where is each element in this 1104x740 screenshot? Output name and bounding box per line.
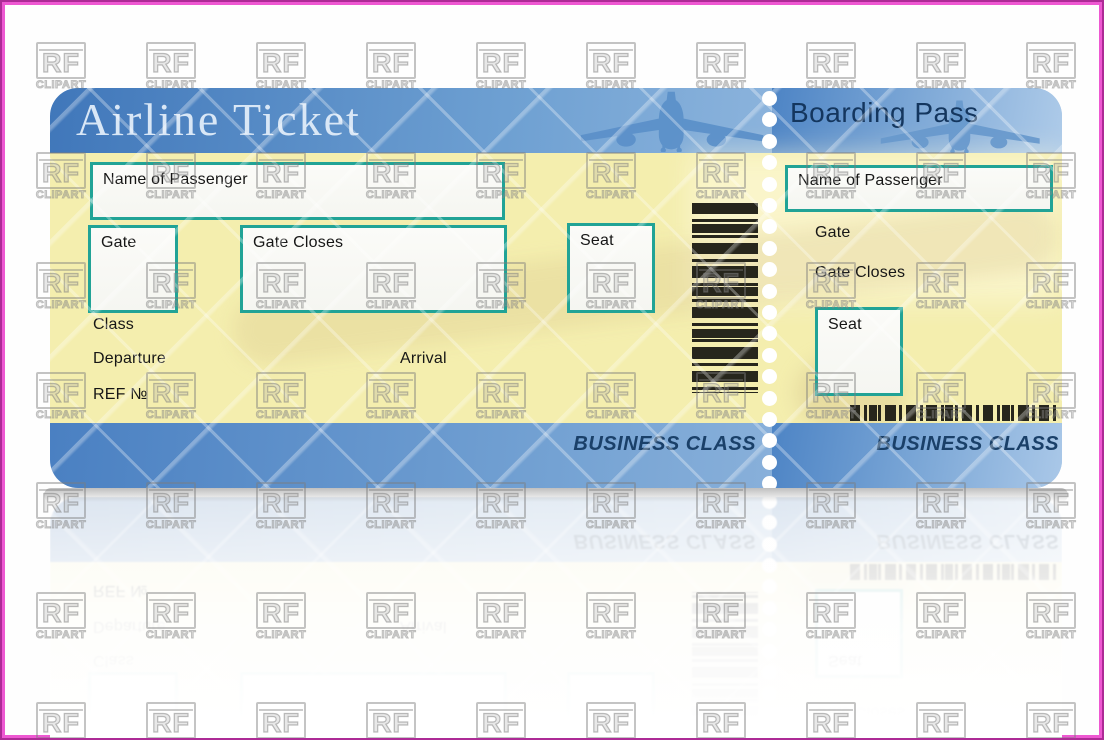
rf-watermark-frame: RF [256,42,306,79]
rf-watermark-text: RF [261,48,300,78]
rf-watermark-frame: RF [1026,42,1076,79]
stub-footer [772,423,1062,488]
rf-clipart-watermark: RF CLIPART [365,42,417,91]
stub-name-of-passenger-box: Name of Passenger [785,165,1053,212]
airline-ticket-title: Airline Ticket [76,94,361,145]
stub-name-of-passenger-label: Name of Passenger [798,172,943,189]
gate-closes-label: Gate Closes [253,234,344,251]
rf-watermark-text: RF [591,48,630,78]
rf-clipart-watermark: RF CLIPART [695,42,747,91]
rf-watermark-frame: RF [916,42,966,79]
boarding-pass-title: Boarding Pass [790,97,979,128]
rf-clipart-watermark: RF CLIPART [585,42,637,91]
gate-box: Gate [88,225,178,313]
ref-number-label: REF № [93,386,148,403]
rf-watermark-text: RF [371,48,410,78]
rf-watermark-frame: RF [146,42,196,79]
rf-watermark-frame: RF [36,42,86,79]
barcode-vertical [692,203,758,393]
rf-clipart-watermark: RF CLIPART [475,42,527,91]
gate-closes-box: Gate Closes [240,225,507,313]
stub-gate-closes-label: Gate Closes [815,264,906,281]
rf-watermark-text: RF [921,48,960,78]
class-label: Class [93,316,135,333]
rf-clipart-watermark: RF CLIPART [145,42,197,91]
rf-watermark-text: RF [1031,48,1070,78]
rf-watermark-text: RF [481,48,520,78]
rf-watermark-text: RF [41,48,80,78]
rf-clipart-watermark: RF CLIPART [35,42,87,91]
rf-clipart-watermark: RF CLIPART [255,42,307,91]
airplane-icon [880,100,1040,153]
arrival-label: Arrival [400,350,447,367]
reflection-fade-overlay [50,497,1062,738]
business-class-label: BUSINESS CLASS [573,433,756,455]
rf-watermark-text: RF [151,48,190,78]
rf-watermark-frame: RF [366,42,416,79]
rf-watermark-text: RF [701,48,740,78]
airplane-icon [580,91,764,152]
gate-label: Gate [101,234,137,251]
rf-clipart-watermark: RF CLIPART [915,42,967,91]
ticket-reflection: Airline Ticket Boarding Pass [50,497,1062,738]
ticket-shadow [44,488,1068,502]
stub-business-class-label: BUSINESS CLASS [876,433,1059,455]
rf-watermark-frame: RF [696,42,746,79]
rf-watermark-text: RF [811,48,850,78]
rf-clipart-watermark: RF CLIPART [1025,42,1077,91]
departure-label: Departure [93,350,166,367]
stub-seat-label: Seat [828,316,862,333]
seat-label: Seat [580,232,614,249]
stub-seat-box: Seat [815,307,903,396]
ticket-footer [50,423,1062,488]
seat-box: Seat [567,223,655,313]
airline-ticket: Airline Ticket Boarding Pass [50,88,1062,488]
ticket-header [50,88,1062,153]
rf-watermark-frame: RF [586,42,636,79]
name-of-passenger-label: Name of Passenger [103,171,248,188]
name-of-passenger-box: Name of Passenger [90,162,505,220]
rf-watermark-frame: RF [476,42,526,79]
rf-clipart-watermark: RF CLIPART [805,42,857,91]
rf-watermark-frame: RF [806,42,856,79]
barcode-horizontal [850,405,1059,421]
stub-gate-label: Gate [815,224,851,241]
